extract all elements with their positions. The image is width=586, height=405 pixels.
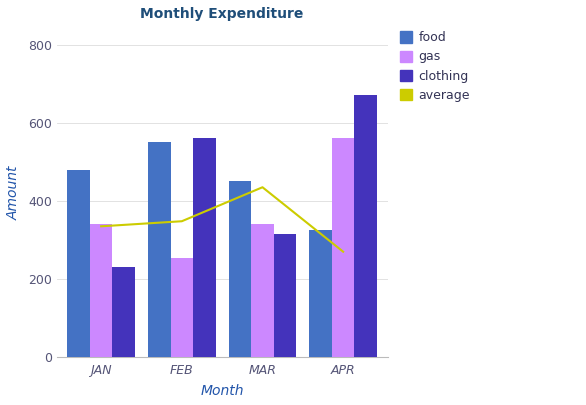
Bar: [332, 139, 355, 357]
Bar: [229, 181, 251, 357]
Line: average: average: [101, 187, 343, 252]
Bar: [274, 234, 297, 357]
Bar: [309, 230, 332, 357]
Bar: [355, 96, 377, 357]
X-axis label: Month: Month: [200, 384, 244, 398]
average: [178, 219, 185, 224]
Y-axis label: Amount: Amount: [7, 166, 21, 220]
Bar: [67, 170, 90, 357]
average: [340, 249, 347, 254]
Bar: [171, 258, 193, 357]
average: [98, 224, 105, 229]
Bar: [193, 139, 216, 357]
Legend: food, gas, clothing, average: food, gas, clothing, average: [397, 29, 472, 104]
Title: Monthly Expenditure: Monthly Expenditure: [141, 7, 304, 21]
Bar: [148, 142, 171, 357]
Bar: [90, 224, 113, 357]
Bar: [113, 267, 135, 357]
Bar: [251, 224, 274, 357]
average: [259, 185, 266, 190]
